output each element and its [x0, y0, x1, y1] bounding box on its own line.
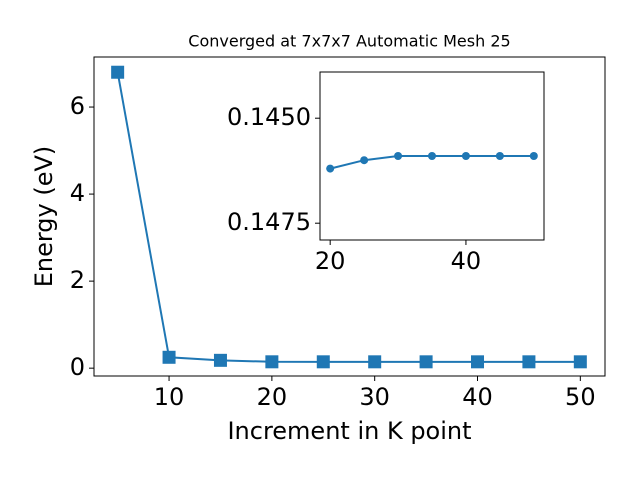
x-axis-label: Increment in K point	[227, 417, 471, 445]
marker	[213, 353, 227, 367]
marker	[522, 355, 536, 369]
y-tick-label: 0	[70, 353, 85, 381]
x-tick-label: 20	[315, 247, 346, 275]
x-tick-label: 20	[257, 383, 288, 411]
y-tick-label: 0.1450	[227, 103, 311, 131]
y-tick-label: 6	[70, 92, 85, 120]
marker	[529, 152, 538, 160]
marker	[394, 152, 403, 160]
y-axis-label: Energy (eV)	[30, 146, 58, 288]
x-tick-label: 50	[565, 383, 596, 411]
chart-title: Converged at 7x7x7 Automatic Mesh 25	[188, 32, 510, 51]
marker	[419, 355, 433, 369]
marker	[368, 355, 382, 369]
x-tick-label: 30	[359, 383, 390, 411]
marker	[265, 355, 279, 369]
marker	[316, 355, 330, 369]
marker	[471, 355, 485, 369]
marker	[111, 65, 125, 79]
marker	[461, 152, 470, 160]
y-tick-label: 2	[70, 266, 85, 294]
series-line	[116, 72, 581, 363]
x-tick-label: 40	[451, 247, 482, 275]
marker	[495, 152, 504, 160]
x-tick-label: 10	[154, 383, 185, 411]
marker	[573, 355, 587, 369]
y-tick-label: 0.1475	[227, 208, 311, 236]
marker	[162, 350, 176, 364]
x-tick-label: 40	[462, 383, 493, 411]
marker	[360, 156, 369, 165]
marker	[428, 152, 436, 160]
marker	[326, 164, 335, 173]
y-tick-label: 4	[70, 179, 85, 207]
